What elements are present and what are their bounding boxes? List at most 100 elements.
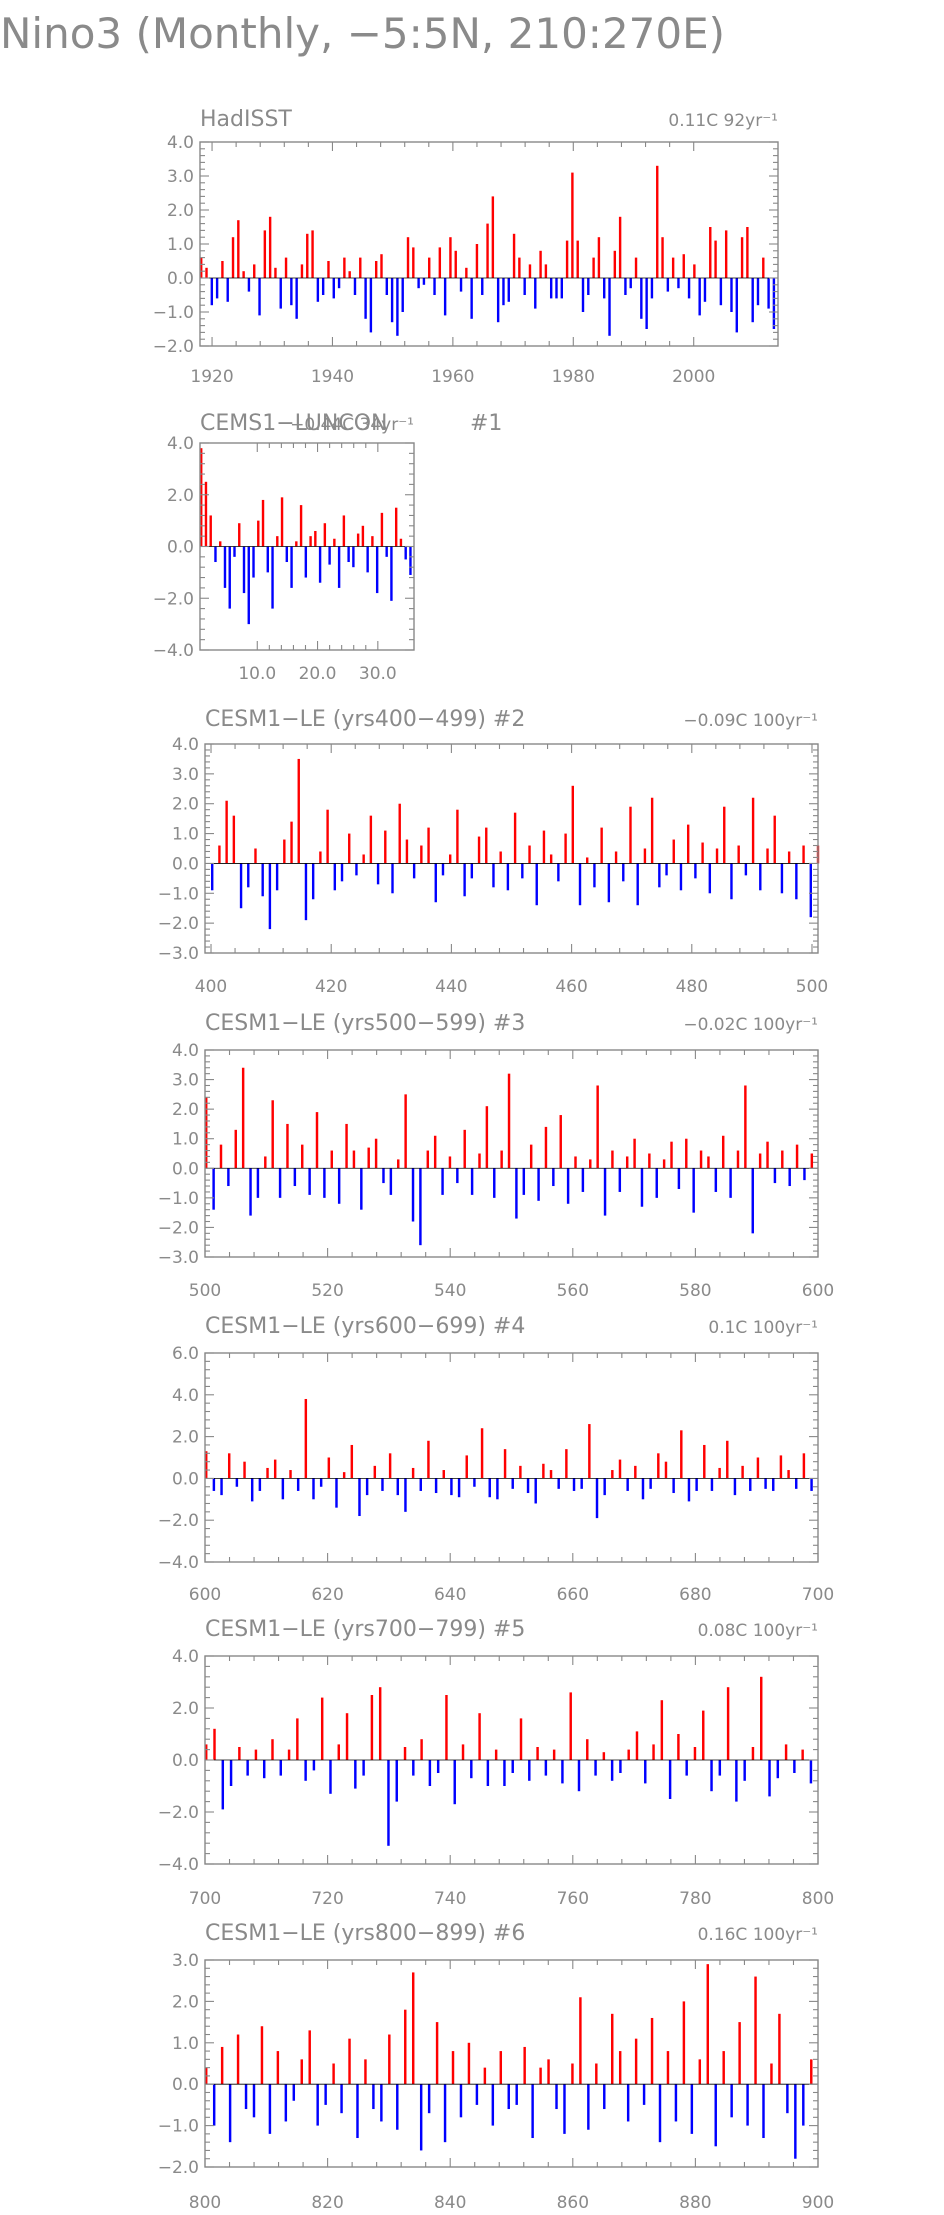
- anomaly-bar: [261, 863, 264, 897]
- anomaly-bar: [571, 785, 574, 864]
- anomaly-bar: [519, 1465, 522, 1479]
- anomaly-bar: [406, 237, 410, 278]
- anomaly-bar: [459, 2084, 463, 2118]
- y-tick-label: 4.0: [172, 1041, 199, 1061]
- panel-6: CESM1−LE (yrs700−799) #5 0.08C 100yr⁻¹ 4.0…: [158, 1617, 835, 1909]
- anomaly-bar: [480, 1428, 484, 1479]
- anomaly-bar: [296, 1718, 299, 1760]
- anomaly-bar: [200, 257, 203, 278]
- anomaly-bar: [329, 1760, 332, 1794]
- anomaly-bar: [726, 1687, 730, 1760]
- anomaly-bar: [314, 530, 317, 547]
- anomaly-bar: [308, 1168, 311, 1195]
- anomaly-bar: [212, 2084, 216, 2126]
- anomaly-bar: [736, 1150, 740, 1169]
- y-tick-label: −2.0: [158, 1803, 199, 1823]
- anomaly-bar: [242, 546, 246, 594]
- panel-2: CEMS1−LUNCON−0.44C 34yr⁻¹ #1 4.0 2.0 0.0 −2.0…: [153, 411, 503, 684]
- x-tick-label: 680: [679, 1585, 711, 1605]
- anomaly-bar: [367, 1147, 370, 1169]
- y-tick-label: 3.0: [172, 1951, 199, 1971]
- panel-3: CESM1−LE (yrs400−499) #2 −0.09C 100yr⁻¹ 4.…: [158, 707, 828, 997]
- anomaly-bar: [571, 2063, 574, 2085]
- x-tick-label: 540: [434, 1281, 466, 1301]
- anomaly-bar: [528, 845, 531, 864]
- anomaly-bar: [751, 1168, 754, 1234]
- anomaly-bar: [559, 1115, 562, 1169]
- anomaly-bar: [613, 250, 617, 278]
- anomaly-bar: [404, 546, 407, 560]
- anomaly-bar: [463, 863, 466, 897]
- anomaly-bar: [435, 2022, 439, 2085]
- anomaly-bar: [373, 1465, 377, 1479]
- anomaly-bar: [635, 1731, 639, 1760]
- anomaly-bar: [227, 1168, 230, 1187]
- anomaly-bar: [506, 863, 510, 891]
- anomaly-bar: [810, 2059, 813, 2085]
- anomaly-bar: [499, 2051, 503, 2085]
- anomaly-bar: [643, 848, 647, 864]
- anomaly-bar: [557, 863, 560, 882]
- panel-title: CEMS1−LUNCON: [200, 411, 388, 436]
- anomaly-bar: [602, 1752, 606, 1760]
- anomaly-bar: [701, 842, 704, 864]
- y-tick-label: 1.0: [172, 825, 199, 845]
- bars: [205, 1398, 813, 1519]
- anomaly-bar: [542, 830, 546, 864]
- anomaly-bar: [223, 546, 227, 588]
- anomaly-bar: [465, 267, 468, 278]
- anomaly-bar: [507, 2084, 510, 2110]
- anomaly-bar: [442, 1470, 445, 1479]
- anomaly-bar: [312, 1478, 315, 1500]
- y-tick-label: 0.0: [167, 269, 194, 289]
- anomaly-bar: [786, 2084, 789, 2114]
- anomaly-bar: [687, 1478, 691, 1502]
- anomaly-bar: [655, 1168, 658, 1198]
- anomaly-bar: [660, 1700, 664, 1760]
- anomaly-bar: [677, 1168, 681, 1189]
- anomaly-bar: [685, 1760, 688, 1776]
- panel-title: CESM1−LE (yrs600−699) #4: [205, 1314, 525, 1339]
- anomaly-bar: [296, 1478, 300, 1491]
- anomaly-bar: [652, 1744, 655, 1760]
- anomaly-bar: [411, 1168, 415, 1222]
- anomaly-bar: [714, 240, 717, 278]
- anomaly-bar: [293, 1168, 297, 1187]
- anomaly-bar: [253, 264, 256, 278]
- anomaly-bar: [634, 257, 638, 278]
- anomaly-bar: [409, 546, 412, 575]
- plot-frame: [204, 1352, 819, 1563]
- x-tick-label: 700: [802, 1585, 834, 1605]
- anomaly-bar: [297, 758, 300, 864]
- anomaly-bar: [448, 1156, 452, 1169]
- anomaly-bar: [679, 863, 683, 891]
- x-tick-label: 480: [676, 977, 708, 997]
- anomaly-bar: [388, 2034, 391, 2085]
- anomaly-bar: [714, 2084, 717, 2147]
- anomaly-bar: [475, 244, 479, 278]
- anomaly-bar: [503, 1449, 507, 1479]
- anomaly-bar: [324, 2084, 327, 2105]
- anomaly-bar: [730, 2084, 733, 2118]
- anomaly-bar: [718, 1760, 722, 1776]
- anomaly-bar: [353, 278, 357, 295]
- anomaly-bar: [779, 1455, 783, 1479]
- anomaly-bar: [433, 1135, 437, 1169]
- anomaly-bar: [278, 1168, 282, 1198]
- anomaly-bar: [268, 216, 272, 278]
- x-tick-label: 460: [555, 977, 587, 997]
- y-tick-label: −1.0: [158, 884, 199, 904]
- anomaly-bar: [311, 230, 314, 278]
- anomaly-bar: [470, 1168, 474, 1195]
- anomaly-bar: [593, 863, 596, 888]
- anomaly-bar: [239, 863, 243, 909]
- anomaly-bar: [722, 2051, 725, 2085]
- anomaly-bar: [494, 1749, 498, 1760]
- x-tick-label: 900: [802, 2193, 834, 2213]
- anomaly-bar: [586, 857, 589, 864]
- anomaly-bar: [301, 1144, 304, 1169]
- anomaly-bar: [299, 505, 303, 547]
- anomaly-bar: [214, 546, 217, 563]
- y-tick-label: 0.0: [172, 2075, 199, 2095]
- anomaly-bar: [427, 2084, 431, 2114]
